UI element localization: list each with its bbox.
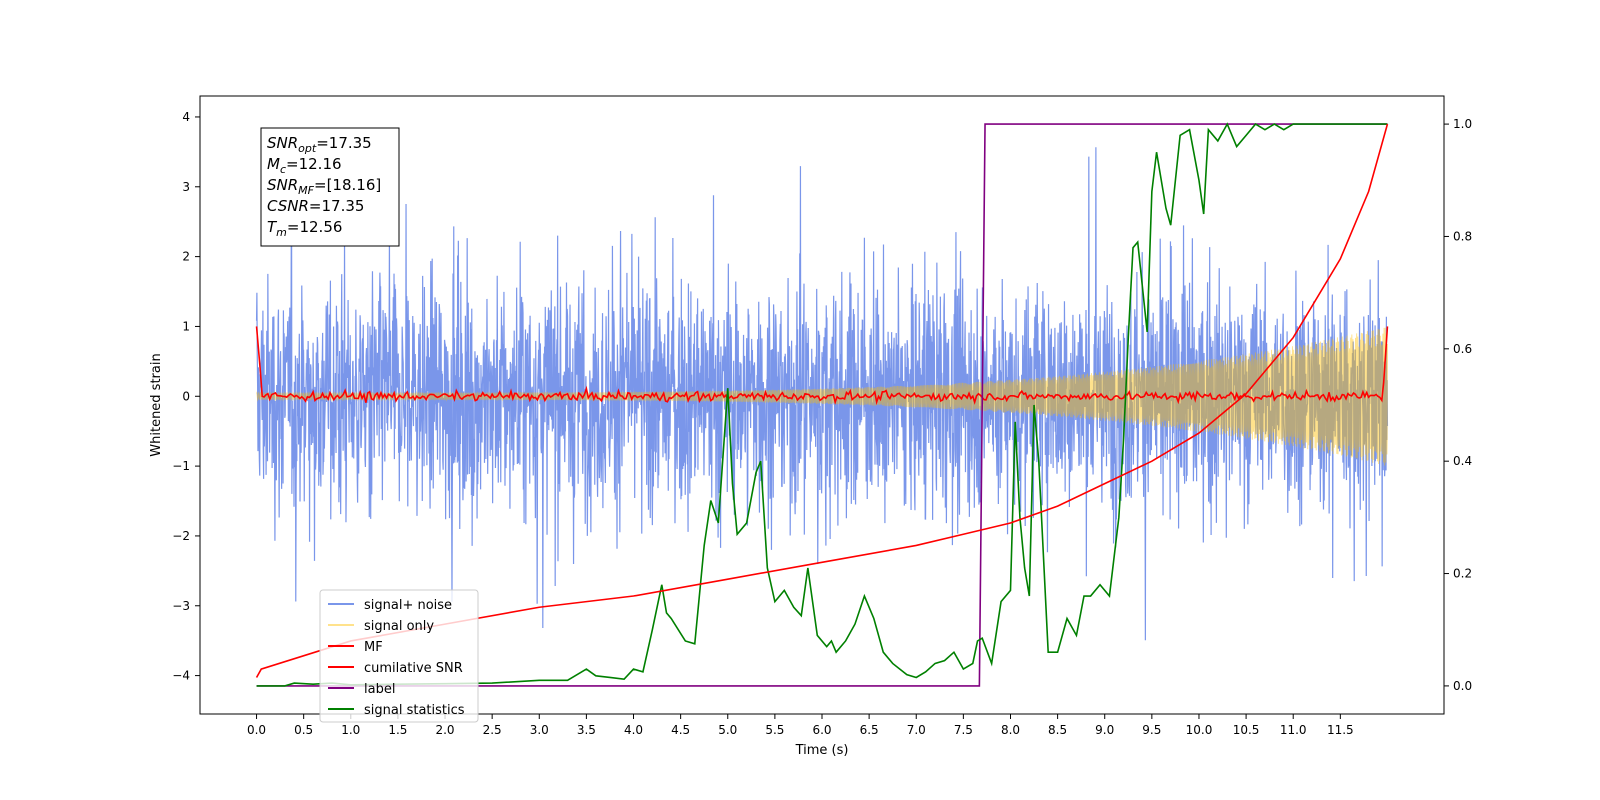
- x-tick-label: 11.5: [1327, 723, 1354, 737]
- signal-only-line: [256, 327, 1388, 466]
- x-tick-label: 6.5: [860, 723, 879, 737]
- y2-tick-label: 0.0: [1453, 679, 1472, 693]
- x-tick-label: 9.5: [1142, 723, 1161, 737]
- y-axis-label: Whitened strain: [149, 353, 164, 456]
- x-tick-label: 4.5: [671, 723, 690, 737]
- y-tick-label: −1: [172, 459, 190, 473]
- annotation-line: SNRMF=[18.16]: [267, 176, 381, 197]
- mf-trace: [255, 326, 1389, 406]
- annotation-line: CSNR=17.35: [267, 197, 364, 215]
- signal-statistics-line: [256, 122, 1388, 687]
- mf-line: [255, 326, 1389, 406]
- x-tick-label: 5.0: [718, 723, 737, 737]
- annotation-line: Tm=12.56: [267, 218, 342, 239]
- signal-noise-trace: [255, 147, 1389, 641]
- x-tick-label: 1.0: [341, 723, 360, 737]
- x-tick-label: 1.5: [388, 723, 407, 737]
- x-tick-label: 8.5: [1048, 723, 1067, 737]
- x-tick-label: 9.0: [1095, 723, 1114, 737]
- x-tick-label: 11.0: [1280, 723, 1307, 737]
- x-tick-label: 2.0: [435, 723, 454, 737]
- x-tick-label: 10.0: [1186, 723, 1213, 737]
- y-tick-label: −2: [172, 529, 190, 543]
- y-tick-label: 3: [182, 180, 190, 194]
- x-tick-label: 8.0: [1001, 723, 1020, 737]
- x-tick-label: 7.0: [907, 723, 926, 737]
- y-tick-label: −3: [172, 599, 190, 613]
- y-tick-label: 1: [182, 319, 190, 333]
- x-tick-label: 2.5: [483, 723, 502, 737]
- y-tick-label: 4: [182, 110, 190, 124]
- legend-frame: [319, 589, 479, 723]
- x-tick-label: 6.0: [812, 723, 831, 737]
- x-tick-label: 3.5: [577, 723, 596, 737]
- y2-tick-label: 0.4: [1453, 454, 1472, 468]
- signal-only-trace: [256, 327, 1388, 466]
- signal-noise-line: [255, 147, 1389, 641]
- x-axis-label: Time (s): [795, 743, 849, 758]
- legend: signal+ noise signal only MF cumilative SNR…: [319, 589, 479, 723]
- x-tick-label: 0.5: [294, 723, 313, 737]
- annotation-lines: SNRopt=17.35Mc=12.16SNRMF=[18.16]CSNR=17…: [267, 134, 381, 239]
- x-tick-label: 10.5: [1233, 723, 1260, 737]
- x-tick-label: 3.0: [530, 723, 549, 737]
- y-tick-label: 2: [182, 250, 190, 264]
- y2-tick-label: 1.0: [1453, 117, 1472, 131]
- legend-items: signal+ noise signal only MF cumilative SNR…: [328, 598, 465, 718]
- x-tick-label: 5.5: [765, 723, 784, 737]
- legend-label: signal statistics: [364, 703, 465, 718]
- annotation-box: SNRopt=17.35Mc=12.16SNRMF=[18.16]CSNR=17…: [260, 127, 400, 247]
- legend-label: signal+ noise: [364, 598, 452, 613]
- y2-tick-label: 0.8: [1453, 229, 1472, 243]
- x-tick-label: 7.5: [954, 723, 973, 737]
- x-tick-label: 4.0: [624, 723, 643, 737]
- legend-label: cumilative SNR: [364, 661, 463, 676]
- y-tick-label: −4: [172, 669, 190, 683]
- y2-tick-label: 0.2: [1453, 567, 1472, 581]
- legend-label: MF: [364, 640, 383, 655]
- legend-label: label: [364, 682, 395, 697]
- label-line: [256, 123, 1388, 687]
- x-tick-label: 0.0: [247, 723, 266, 737]
- annotation-line: SNRopt=17.35: [267, 134, 372, 155]
- y-tick-label: 0: [182, 389, 190, 403]
- legend-label: signal only: [364, 619, 434, 634]
- annotation-line: Mc=12.16: [267, 155, 342, 176]
- annotation-frame: [260, 127, 400, 247]
- x-axis-ticks: 0.0 0.5 1.0 1.5 2.0 2.5 3.0 3.5 4.0 4.5 5.0 5.5 6.0 6…: [247, 714, 1354, 737]
- y2-axis-ticks: 0.0 0.2 0.4 0.6 0.8 1.0: [1444, 117, 1472, 693]
- y2-tick-label: 0.6: [1453, 342, 1472, 356]
- y-axis-ticks: −4 −3 −2 −1 0 1 2 3 4: [172, 110, 200, 683]
